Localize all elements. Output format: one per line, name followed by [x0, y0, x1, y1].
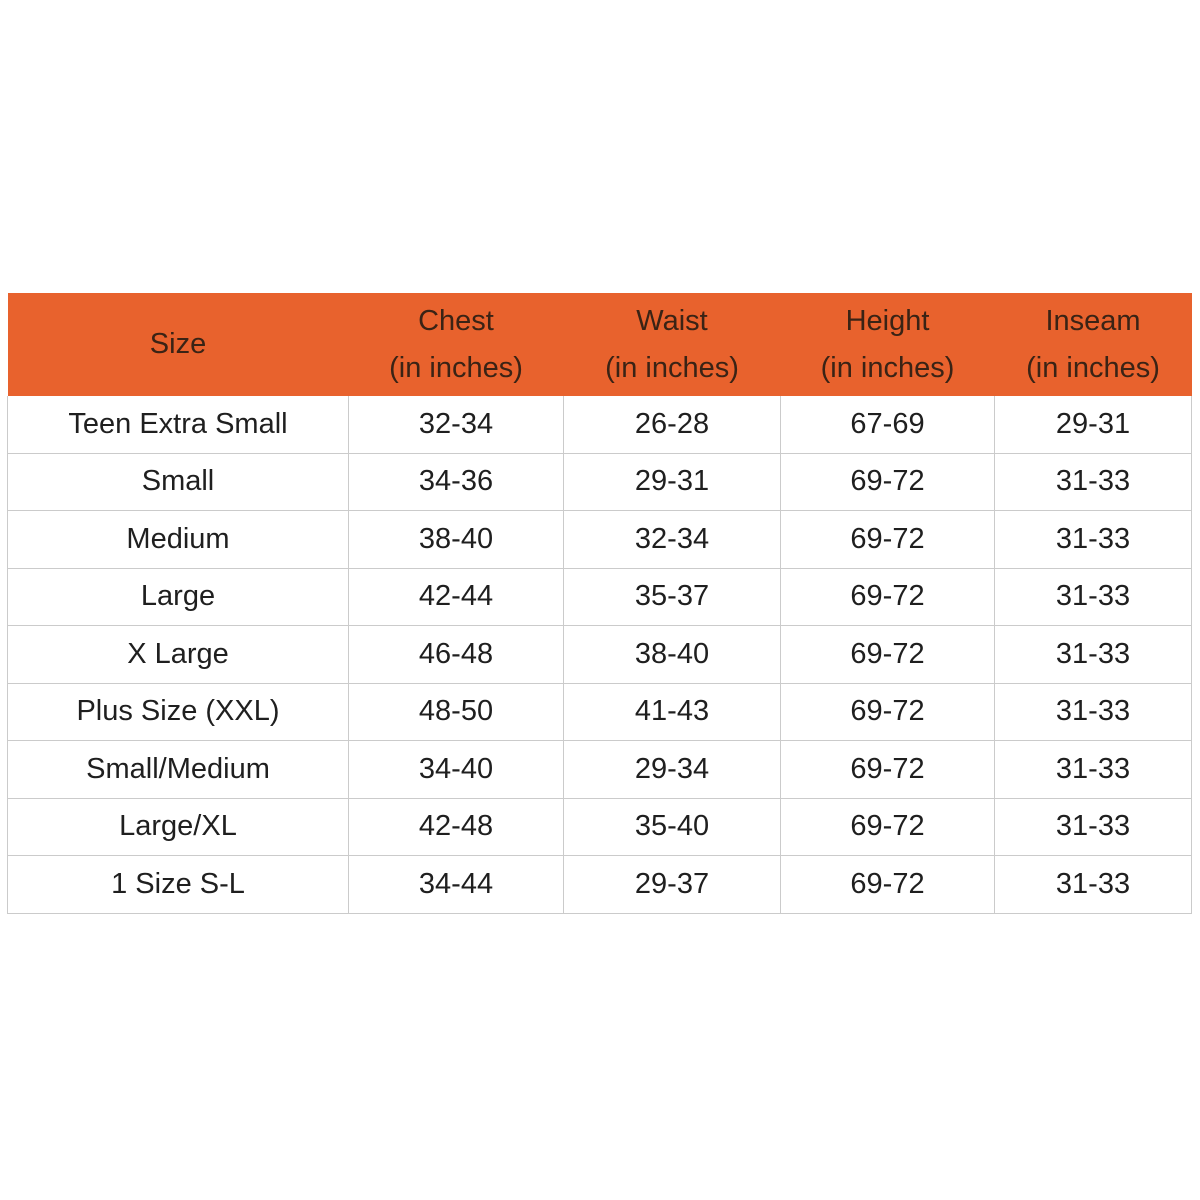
table-row: 1 Size S-L 34-44 29-37 69-72 31-33	[7, 855, 1192, 914]
size-name-cell: Large/XL	[7, 797, 349, 856]
measurement-cell: 41-43	[563, 682, 781, 741]
header-sublabel-chest: (in inches)	[389, 351, 523, 384]
measurement-cell: 69-72	[780, 682, 995, 741]
measurement-cell: 35-37	[563, 567, 781, 626]
measurement-cell: 31-33	[994, 510, 1192, 569]
measurement-cell: 69-72	[780, 452, 995, 511]
header-cell-size: Size	[7, 293, 349, 396]
header-label-size: Size	[149, 328, 207, 360]
measurement-cell: 29-31	[994, 396, 1192, 454]
measurement-cell: 32-34	[563, 510, 781, 569]
measurement-cell: 26-28	[563, 396, 781, 454]
measurement-cell: 69-72	[780, 510, 995, 569]
measurement-cell: 31-33	[994, 625, 1192, 684]
table-row: Large/XL 42-48 35-40 69-72 31-33	[7, 797, 1192, 856]
size-name-cell: Small/Medium	[7, 740, 349, 799]
measurement-cell: 31-33	[994, 797, 1192, 856]
header-label-waist: Waist	[636, 304, 708, 337]
header-cell-chest: Chest (in inches)	[348, 293, 564, 396]
header-sublabel-waist: (in inches)	[605, 351, 739, 384]
measurement-cell: 42-48	[348, 797, 564, 856]
header-cell-waist: Waist (in inches)	[563, 293, 781, 396]
measurement-cell: 38-40	[348, 510, 564, 569]
size-name-cell: X Large	[7, 625, 349, 684]
measurement-cell: 31-33	[994, 740, 1192, 799]
size-name-cell: Teen Extra Small	[7, 396, 349, 454]
measurement-cell: 48-50	[348, 682, 564, 741]
size-name-cell: Medium	[7, 510, 349, 569]
measurement-cell: 42-44	[348, 567, 564, 626]
table-row: Medium 38-40 32-34 69-72 31-33	[7, 510, 1192, 569]
measurement-cell: 67-69	[780, 396, 995, 454]
measurement-cell: 29-34	[563, 740, 781, 799]
table-row: Teen Extra Small 32-34 26-28 67-69 29-31	[7, 396, 1192, 454]
measurement-cell: 29-37	[563, 855, 781, 914]
measurement-cell: 31-33	[994, 855, 1192, 914]
size-chart-table: Size Chest (in inches) Waist (in inches)…	[7, 293, 1192, 914]
measurement-cell: 69-72	[780, 740, 995, 799]
measurement-cell: 31-33	[994, 682, 1192, 741]
table-body: Teen Extra Small 32-34 26-28 67-69 29-31 Smal…	[7, 396, 1192, 914]
measurement-cell: 29-31	[563, 452, 781, 511]
measurement-cell: 38-40	[563, 625, 781, 684]
measurement-cell: 69-72	[780, 567, 995, 626]
measurement-cell: 69-72	[780, 625, 995, 684]
size-name-cell: 1 Size S-L	[7, 855, 349, 914]
size-name-cell: Small	[7, 452, 349, 511]
header-sublabel-height: (in inches)	[820, 351, 955, 384]
table-row: Small/Medium 34-40 29-34 69-72 31-33	[7, 740, 1192, 799]
measurement-cell: 46-48	[348, 625, 564, 684]
header-label-height: Height	[845, 304, 930, 337]
header-label-chest: Chest	[418, 304, 494, 337]
measurement-cell: 35-40	[563, 797, 781, 856]
header-row: Size Chest (in inches) Waist (in inches)…	[7, 293, 1192, 396]
measurement-cell: 31-33	[994, 452, 1192, 511]
measurement-cell: 34-36	[348, 452, 564, 511]
table-row: X Large 46-48 38-40 69-72 31-33	[7, 625, 1192, 684]
header-cell-height: Height (in inches)	[780, 293, 995, 396]
table-row: Large 42-44 35-37 69-72 31-33	[7, 567, 1192, 626]
measurement-cell: 31-33	[994, 567, 1192, 626]
size-name-cell: Large	[7, 567, 349, 626]
measurement-cell: 69-72	[780, 797, 995, 856]
header-sublabel-inseam: (in inches)	[1026, 351, 1160, 384]
table-header: Size Chest (in inches) Waist (in inches)…	[7, 293, 1192, 396]
measurement-cell: 34-44	[348, 855, 564, 914]
table-row: Small 34-36 29-31 69-72 31-33	[7, 452, 1192, 511]
measurement-cell: 69-72	[780, 855, 995, 914]
size-name-cell: Plus Size (XXL)	[7, 682, 349, 741]
measurement-cell: 32-34	[348, 396, 564, 454]
measurement-cell: 34-40	[348, 740, 564, 799]
header-label-inseam: Inseam	[1045, 304, 1141, 337]
table-row: Plus Size (XXL) 48-50 41-43 69-72 31-33	[7, 682, 1192, 741]
header-cell-inseam: Inseam (in inches)	[994, 293, 1192, 396]
